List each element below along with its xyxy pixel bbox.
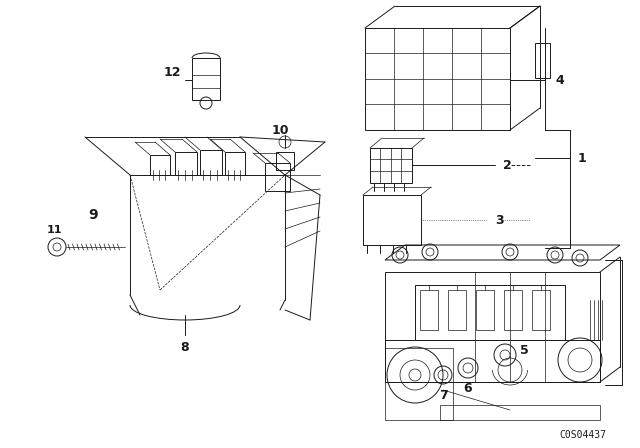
Text: 4: 4 [555,73,564,86]
Bar [365,28,510,130]
Bar [440,405,600,420]
Bar [192,58,220,100]
Text: 8: 8 [180,340,189,353]
Text: 2: 2 [503,159,512,172]
Bar [476,290,494,330]
Text: C0S04437: C0S04437 [559,430,607,440]
Bar [385,340,600,382]
Bar [175,152,197,175]
Bar [225,152,245,175]
Text: 11: 11 [46,225,61,235]
Bar [276,152,294,170]
Text: 3: 3 [495,214,504,227]
Bar [265,163,290,191]
Text: 12: 12 [163,65,180,78]
Bar [448,290,466,330]
Text: 10: 10 [271,124,289,137]
Text: 7: 7 [438,388,447,401]
Text: 9: 9 [88,208,98,222]
Bar [363,195,421,245]
Text: 5: 5 [520,344,529,357]
Bar [150,155,170,175]
Text: 1: 1 [578,151,587,164]
Bar [200,150,222,175]
Bar [385,348,453,420]
Bar [532,290,550,330]
Bar [385,272,600,382]
Bar [504,290,522,330]
Bar [535,43,550,78]
Bar [370,148,412,183]
Text: 6: 6 [464,382,472,395]
Bar [420,290,438,330]
Bar [415,285,565,340]
